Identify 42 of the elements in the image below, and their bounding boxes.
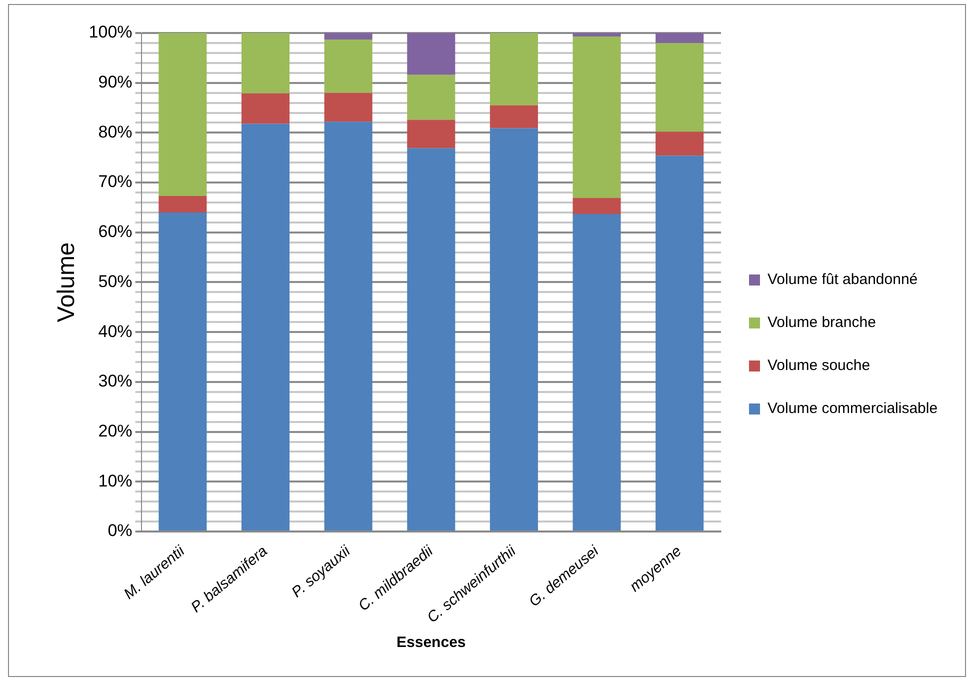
bar — [158, 212, 207, 530]
bar — [324, 33, 372, 40]
y-tick-label: 80% — [98, 122, 132, 142]
bar — [324, 39, 372, 93]
legend-label: Volume fût abandonné — [768, 271, 918, 288]
legend-label: Volume souche — [768, 357, 870, 374]
bar — [656, 33, 704, 43]
bar — [490, 33, 538, 106]
bar — [572, 198, 621, 214]
bar — [572, 33, 621, 36]
bar — [407, 120, 456, 148]
bar — [241, 33, 290, 94]
bar — [490, 128, 538, 530]
y-tick-label: 60% — [98, 222, 132, 242]
bar — [490, 105, 538, 128]
y-tick-label: 30% — [98, 372, 132, 391]
y-tick-label: 20% — [98, 421, 132, 440]
y-tick-label: 0% — [108, 521, 132, 540]
bar — [656, 42, 704, 132]
bar — [241, 124, 290, 530]
y-axis-title: Volume — [53, 242, 80, 322]
y-tick-label: 90% — [98, 72, 132, 92]
y-tick-label: 70% — [98, 172, 132, 192]
bar — [407, 74, 456, 120]
bar — [572, 214, 621, 530]
bar — [158, 33, 207, 196]
y-tick-label: 50% — [98, 272, 132, 291]
bar — [407, 148, 456, 530]
legend-label: Volume commercialisable — [768, 400, 938, 418]
x-axis-title: Essences — [396, 634, 466, 652]
bar — [407, 33, 456, 75]
y-tick-label: 10% — [98, 471, 132, 490]
bar — [241, 93, 290, 124]
bar — [656, 156, 704, 530]
bar — [324, 92, 372, 122]
bar — [572, 36, 621, 198]
y-tick-label: 100% — [88, 22, 132, 42]
bar — [158, 196, 207, 212]
bar — [656, 132, 704, 156]
bar — [324, 122, 372, 530]
legend-label: Volume branche — [768, 314, 876, 332]
y-tick-label: 40% — [98, 322, 132, 341]
